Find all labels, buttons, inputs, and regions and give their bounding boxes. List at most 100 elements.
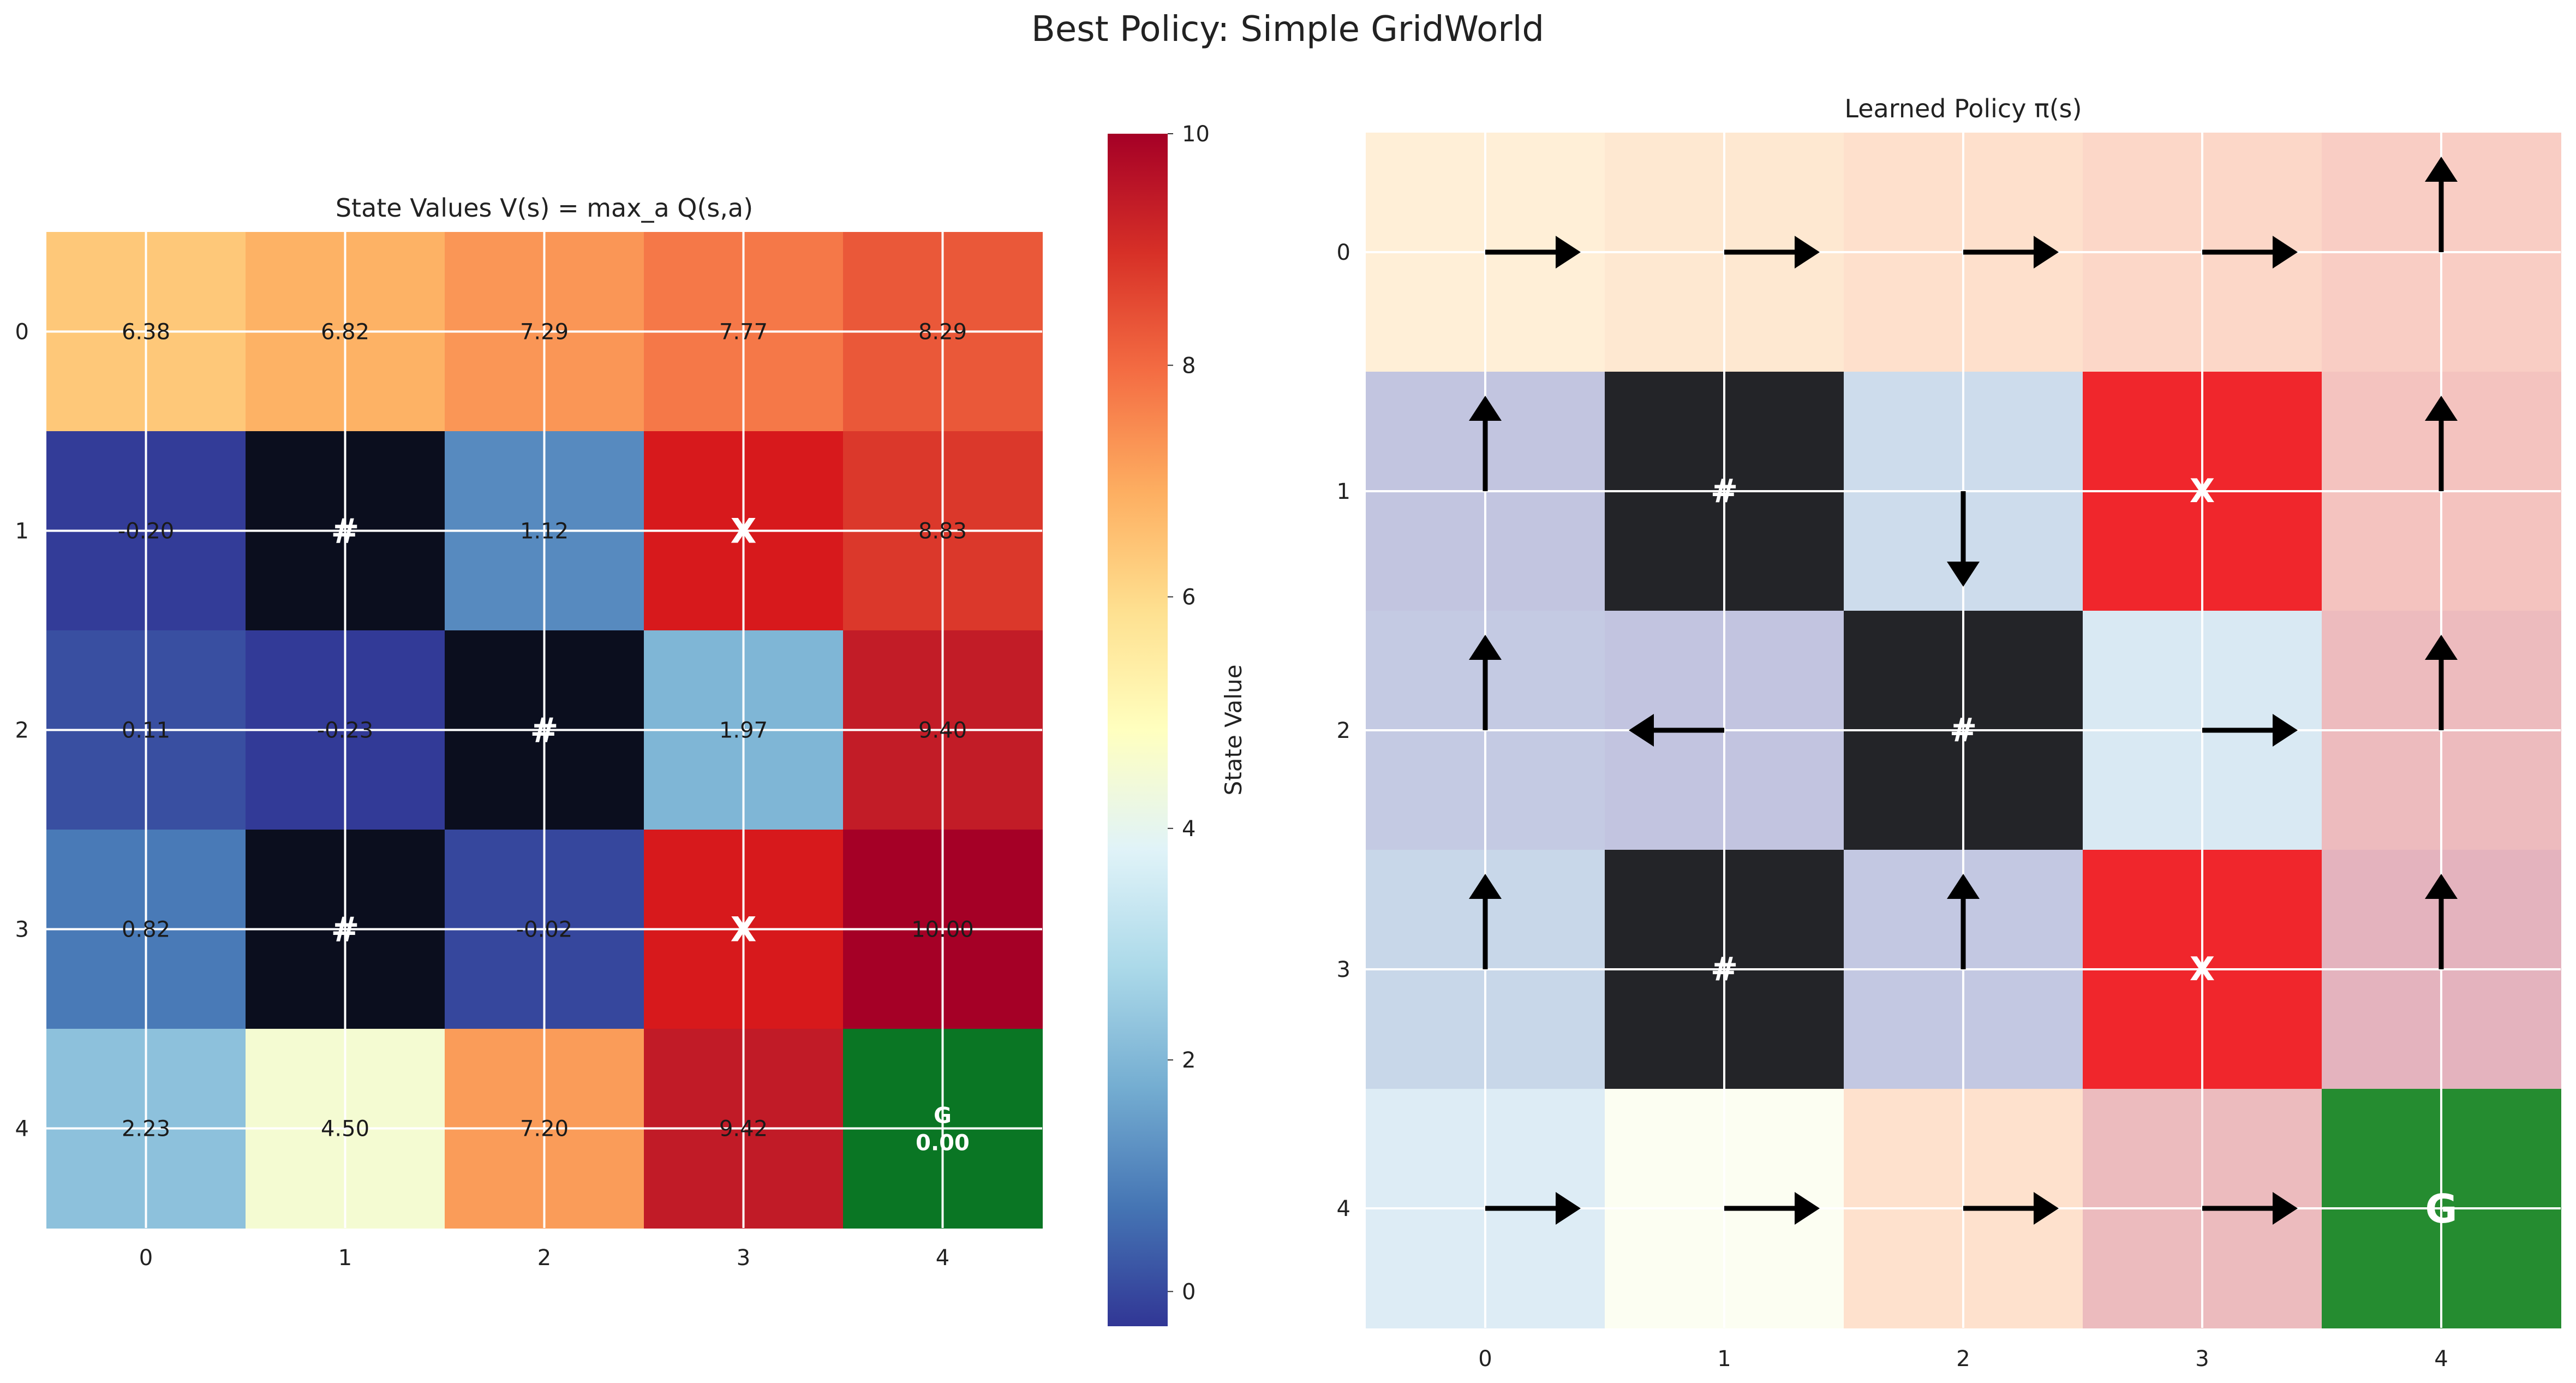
x-tick-label: 2 [1956,1346,1970,1372]
state-values-panel: State Values V(s) = max_a Q(s,a) 6.38 6.82… [15,193,1043,1271]
arrow-head [2425,635,2458,660]
value-cell-label: 8.29 [918,320,967,345]
value-cell-label: 7.29 [520,320,569,345]
value-cell-label: # [331,511,360,551]
x-tick-label: 0 [1478,1346,1492,1372]
value-cell-label: X [731,910,757,950]
policy-arrow-up [1947,874,1980,969]
arrow-head [1556,236,1581,269]
policy-arrow-right [2202,236,2298,269]
policy-panel: Learned Policy π(s) # X # # X G 0 0 1 1 2 2 3 3 4 4 [1337,94,2561,1372]
policy-arrow-right [1485,1192,1581,1225]
value-cell-label: 1.97 [719,718,768,743]
colorbar-tick-label: 0 [1182,1279,1196,1304]
value-cell-label: -0.02 [516,917,573,943]
arrow-head [2034,236,2059,269]
x-tick-label: 4 [2434,1346,2448,1372]
value-cell-label: 10.00 [911,917,974,943]
value-cell-label: 7.20 [520,1117,569,1142]
figure-title: Best Policy: Simple GridWorld [1031,9,1544,50]
y-tick-label: 1 [1337,479,1350,504]
y-tick-label: 3 [15,917,29,943]
x-tick-label: 4 [936,1245,949,1271]
y-tick-label: 4 [1337,1196,1350,1221]
policy-arrow-left [1629,714,1724,747]
policy-arrow-right [1724,1192,1820,1225]
colorbar-label: State Value [1220,665,1247,796]
value-cell-label: 1.12 [520,519,569,544]
policy-arrow-right [1963,236,2059,269]
arrow-head [1469,396,1502,421]
arrow-head [1795,236,1820,269]
policy-arrow-up [1469,396,1502,491]
colorbar: 0 2 4 6 8 10 State Value [1108,122,1247,1326]
arrow-head [1469,874,1502,899]
arrow-head [2273,1192,2298,1225]
value-cell-label: 8.83 [918,519,967,544]
x-tick-label: 0 [139,1245,153,1271]
arrow-head [1469,635,1502,660]
value-cell-label: 6.82 [321,320,369,345]
policy-arrow-right [2202,1192,2298,1225]
policy-arrow-right [1485,236,1581,269]
colorbar-tick-label: 10 [1182,122,1210,147]
policy-arrow-down [1947,491,1980,587]
policy-arrow-up [2425,635,2458,730]
x-tick-label: 1 [338,1245,352,1271]
policy-cell-label: X [2190,472,2215,510]
value-cell-label: 0.00 [916,1131,970,1156]
value-cell-label: 6.38 [122,320,170,345]
policy-arrow-right [1724,236,1820,269]
policy-panel-title: Learned Policy π(s) [1844,94,2082,123]
value-cell-label: G [934,1104,952,1129]
arrow-head [1947,874,1980,899]
policy-arrow-up [2425,396,2458,491]
value-cell-label: # [331,910,360,950]
value-cell-label: 0.82 [122,917,170,943]
arrow-head [1795,1192,1820,1225]
policy-cell-label: # [1711,950,1738,988]
policy-cell-label: # [1950,711,1977,749]
value-cell-label: -0.23 [317,718,374,743]
colorbar-bar [1108,134,1168,1326]
policy-arrow-right [1963,1192,2059,1225]
y-tick-label: 0 [1337,240,1350,265]
arrow-head [2425,157,2458,182]
x-tick-label: 2 [537,1245,551,1271]
arrow-head [2034,1192,2059,1225]
y-tick-label: 4 [15,1117,29,1142]
policy-cell-label: X [2190,950,2215,988]
value-cell-label: 9.40 [918,718,967,743]
x-tick-label: 3 [2195,1346,2209,1372]
arrow-head [2273,236,2298,269]
policy-arrow-up [1469,635,1502,730]
policy-arrow-up [2425,874,2458,969]
value-panel-title: State Values V(s) = max_a Q(s,a) [336,193,753,223]
arrow-head [2425,396,2458,421]
policy-cell-label: # [1711,472,1738,510]
policy-arrow-up [1469,874,1502,969]
policy-arrow-up [2425,157,2458,252]
value-cell-label: -0.20 [118,519,175,544]
colorbar-tick-label: 4 [1182,816,1196,842]
arrow-head [1629,714,1654,747]
value-cell-label: 2.23 [122,1117,170,1142]
y-tick-label: 1 [15,519,29,544]
value-cell-label: X [731,511,757,551]
arrow-head [2425,874,2458,899]
arrow-head [1947,562,1980,587]
policy-arrow-right [2202,714,2298,747]
arrow-head [2273,714,2298,747]
arrow-head [1556,1192,1581,1225]
colorbar-tick-label: 6 [1182,585,1196,610]
value-cell-label: 0.11 [122,718,170,743]
y-tick-label: 0 [15,320,29,345]
y-tick-label: 2 [1337,718,1350,743]
policy-cell-label: G [2425,1186,2457,1232]
value-cell-label: 4.50 [321,1117,369,1142]
x-tick-label: 3 [737,1245,750,1271]
x-tick-label: 1 [1717,1346,1731,1372]
colorbar-tick-label: 8 [1182,353,1196,378]
colorbar-tick-label: 2 [1182,1048,1196,1073]
